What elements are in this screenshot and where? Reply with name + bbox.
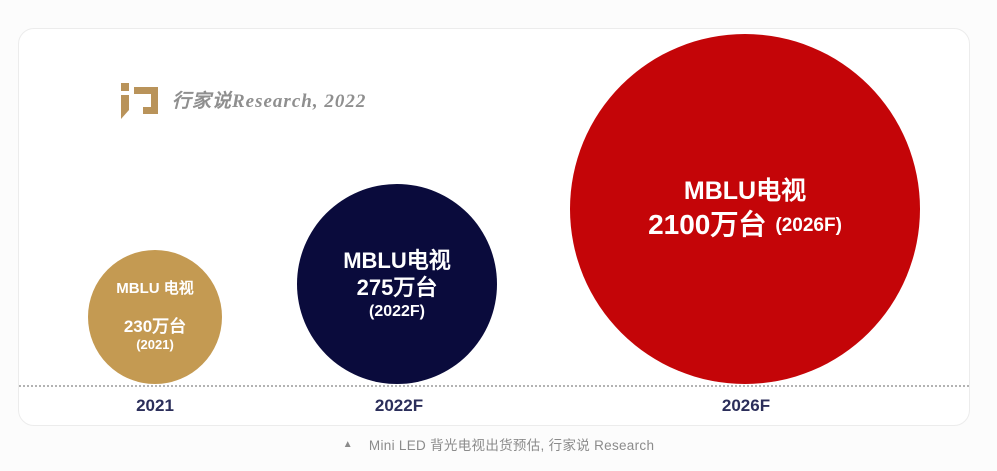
caption-text: Mini LED 背光电视出货预估, 行家说 Research — [368, 438, 655, 453]
axis-label-2022f: 2022F — [374, 396, 424, 415]
axis-label-2026f: 2026F — [721, 396, 771, 415]
triangle-marker-icon: ▲ — [342, 438, 353, 450]
bubble-2021-value: 230万台 — [123, 317, 187, 337]
bubble-2022f-value: 275万台 — [356, 275, 438, 300]
chart-caption: ▲ Mini LED 背光电视出货预估, 行家说 Research — [0, 434, 997, 454]
bubble-2021: MBLU 电视 230万台 (2021) — [88, 250, 222, 384]
bubble-2026f: MBLU电视 2100万台 (2026F) — [570, 34, 920, 384]
bubble-2022f-period: (2022F) — [368, 302, 426, 320]
bubble-2026f-period: (2026F) — [775, 215, 842, 237]
brand-header: 行家说Research, 2022 — [118, 76, 366, 122]
bubble-2026f-value: 2100万台 — [648, 209, 767, 241]
bubble-2022f: MBLU电视 275万台 (2022F) — [297, 184, 497, 384]
bubble-2026f-series-label: MBLU电视 — [683, 176, 807, 205]
baseline-dotted-line — [19, 385, 969, 387]
bubble-2021-series-label: MBLU 电视 — [116, 280, 194, 298]
bubble-2022f-series-label: MBLU电视 — [343, 247, 451, 273]
hangjiashuo-logo-icon — [121, 83, 158, 119]
brand-text: 行家说Research, 2022 — [172, 90, 367, 112]
bubble-2021-period: (2021) — [136, 337, 174, 353]
axis-label-2021: 2021 — [136, 396, 174, 415]
